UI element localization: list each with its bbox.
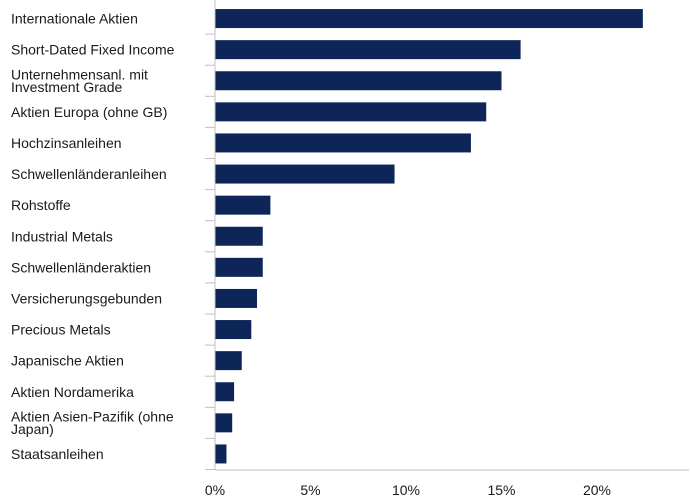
category-label: Aktien Asien-Pazifik (ohne Japan) xyxy=(11,408,174,437)
category-label: Aktien Nordamerika xyxy=(11,384,134,400)
category-labels-group: Internationale Aktien Short-Dated Fixed I… xyxy=(11,11,175,462)
bar xyxy=(215,444,227,464)
category-label: Versicherungsgebunden xyxy=(11,290,162,306)
x-tick-label: 5% xyxy=(300,482,320,498)
category-label: Industrial Metals xyxy=(11,228,113,244)
bar xyxy=(215,320,252,340)
category-label: Japanische Aktien xyxy=(11,353,124,369)
category-label: Precious Metals xyxy=(11,322,111,338)
bar xyxy=(215,164,395,184)
category-label: Schwellenländeranleihen xyxy=(11,166,167,182)
bar xyxy=(215,40,521,60)
bar xyxy=(215,413,233,433)
x-tick-label: 15% xyxy=(487,482,515,498)
bar xyxy=(215,288,258,308)
bar xyxy=(215,257,263,277)
category-label: Aktien Europa (ohne GB) xyxy=(11,104,167,120)
category-label: Rohstoffe xyxy=(11,197,71,213)
bar xyxy=(215,9,643,29)
x-tick-label: 20% xyxy=(583,482,611,498)
category-label: Staatsanleihen xyxy=(11,446,104,462)
x-tick-label: 0% xyxy=(205,482,225,498)
category-label: Short-Dated Fixed Income xyxy=(11,42,175,58)
bar xyxy=(215,226,263,246)
x-tick-label: 10% xyxy=(392,482,420,498)
category-label: Internationale Aktien xyxy=(11,11,138,27)
bar xyxy=(215,71,502,91)
category-label: Hochzinsanleihen xyxy=(11,135,122,151)
bar xyxy=(215,382,235,402)
bars-group xyxy=(215,9,643,464)
bar xyxy=(215,351,242,371)
bar xyxy=(215,133,471,153)
category-label: Unternehmensanl. mit Investment Grade xyxy=(11,66,148,95)
category-label: Schwellenländeraktien xyxy=(11,259,151,275)
bar xyxy=(215,102,487,122)
axis-group: 0% 5% 10% 15% 20% xyxy=(205,0,689,498)
bar xyxy=(215,195,271,215)
